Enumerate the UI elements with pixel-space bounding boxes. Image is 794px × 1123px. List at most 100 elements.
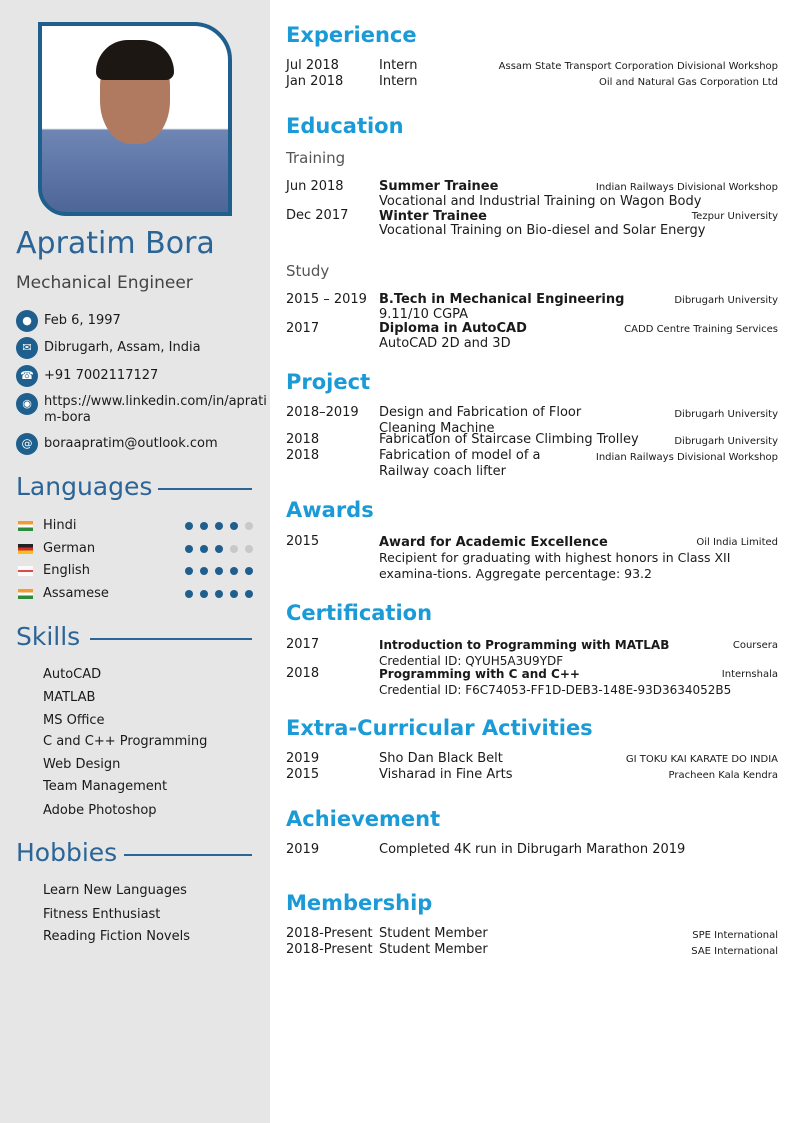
contact-location: Dibrugarh, Assam, India [44,340,201,355]
entry-date: 2017 [286,321,320,336]
certification-heading: Certification [286,601,433,625]
contact-birthdate: Feb 6, 1997 [44,313,121,328]
entry-desc: Credential ID: F6C74053-FF1D-DEB3-148E-9… [379,683,732,697]
entry-title: Fabrication of Staircase Climbing Trolle… [379,432,639,447]
entry-title: B.Tech in Mechanical Engineering [379,292,625,307]
entry-title: Fabrication of model of a Railway coach … [379,448,541,479]
entry-desc: Vocational Training on Bio-diesel and So… [379,223,706,238]
entry-org: Pracheen Kala Kendra [668,770,778,781]
entry-date: 2018–2019 [286,405,359,420]
envelope-icon: ✉ [16,337,38,359]
skill-item: C and C++ Programming [43,734,208,749]
divider [90,638,252,640]
skill-item: MS Office [43,713,105,728]
experience-heading: Experience [286,23,417,47]
entry-desc: Credential ID: QYUH5A3U9YDF [379,654,564,668]
entry-org: Assam State Transport Corporation Divisi… [498,61,778,72]
entry-desc: Recipient for graduating with highest ho… [379,550,731,581]
hobby-item: Learn New Languages [43,883,187,898]
membership-heading: Membership [286,891,433,915]
entry-org: GI TOKU KAI KARATE DO INDIA [625,754,778,765]
entry-org: SPE International [692,930,778,941]
skill-item: Team Management [43,779,168,794]
language-name: Hindi [43,518,77,533]
india-flag-icon [18,521,33,531]
project-heading: Project [286,370,371,394]
entry-date: 2015 [286,534,320,549]
entry-org: Indian Railways Divisional Workshop [595,182,778,193]
entry-org: Dibrugarh University [674,436,778,447]
awards-heading: Awards [286,498,374,522]
entry-date: 2015 – 2019 [286,292,367,307]
entry-title: Completed 4K run in Dibrugarh Marathon 2… [379,842,686,857]
language-name: Assamese [43,586,109,601]
entry-date: 2018-Present [286,926,373,941]
entry-date: 2017 [286,637,320,652]
at-icon: @ [16,433,38,455]
entry-title: Design and Fabrication of Floor Cleaning… [379,405,582,436]
entry-date: Jul 2018 [286,58,339,73]
language-level [185,545,253,553]
skill-item: MATLAB [43,690,96,705]
language-name: German [43,541,96,556]
entry-date: 2018 [286,448,320,463]
contact-linkedin[interactable]: https://www.linkedin.com/in/apratim-bora [44,394,267,425]
education-heading: Education [286,114,404,138]
entry-title: Award for Academic Excellence [379,535,608,550]
contact-phone: +91 7002117127 [44,368,159,383]
entry-date: 2015 [286,767,320,782]
divider [158,488,252,490]
skill-item: Adobe Photoshop [43,803,157,818]
entry-date: 2019 [286,842,320,857]
globe-icon: ◉ [16,393,38,415]
entry-date: 2018 [286,432,320,447]
entry-title: Summer Trainee [379,179,499,194]
entry-org: Coursera [732,640,778,651]
language-name: English [43,563,90,578]
phone-icon: ☎ [16,365,38,387]
language-level [185,522,253,530]
entry-org: Tezpur University [691,211,778,222]
entry-desc: 9.11/10 CGPA [379,307,469,322]
entry-title: Introduction to Programming with MATLAB [379,638,670,652]
germany-flag-icon [18,544,33,554]
entry-title: Winter Trainee [379,209,487,224]
entry-date: Jan 2018 [286,74,344,89]
entry-date: 2019 [286,751,320,766]
profile-name: Apratim Bora [16,226,215,261]
person-icon: ● [16,310,38,332]
entry-org: SAE International [691,946,778,957]
contact-email[interactable]: boraapratim@outlook.com [44,436,218,451]
extracurricular-heading: Extra-Curricular Activities [286,716,593,740]
hobby-item: Reading Fiction Novels [43,929,190,944]
entry-org: Dibrugarh University [674,409,778,420]
language-level [185,590,253,598]
uk-flag-icon [18,566,33,576]
entry-date: 2018-Present [286,942,373,957]
divider [124,854,252,856]
skill-item: Web Design [43,757,121,772]
entry-org: Oil and Natural Gas Corporation Ltd [598,77,778,88]
profile-title: Mechanical Engineer [16,273,193,293]
entry-org: Dibrugarh University [674,295,778,306]
entry-desc: AutoCAD 2D and 3D [379,336,511,351]
entry-date: Jun 2018 [286,179,344,194]
skill-item: AutoCAD [43,667,102,682]
entry-title: Intern [379,58,418,73]
entry-date: Dec 2017 [286,208,349,223]
entry-title: Sho Dan Black Belt [379,751,503,766]
entry-desc: Vocational and Industrial Training on Wa… [379,194,702,209]
skills-heading: Skills [16,622,81,651]
entry-org: CADD Centre Training Services [624,324,778,335]
training-subheading: Training [286,149,346,167]
entry-title: Visharad in Fine Arts [379,767,513,782]
profile-photo [38,22,232,216]
sidebar: Apratim Bora Mechanical Engineer ● Feb 6… [0,0,270,1123]
entry-org: Indian Railways Divisional Workshop [595,452,778,463]
entry-title: Student Member [379,926,488,941]
entry-org: Internshala [721,669,778,680]
entry-title: Student Member [379,942,488,957]
entry-title: Programming with C and C++ [379,667,580,681]
hobbies-heading: Hobbies [16,838,118,867]
entry-date: 2018 [286,666,320,681]
